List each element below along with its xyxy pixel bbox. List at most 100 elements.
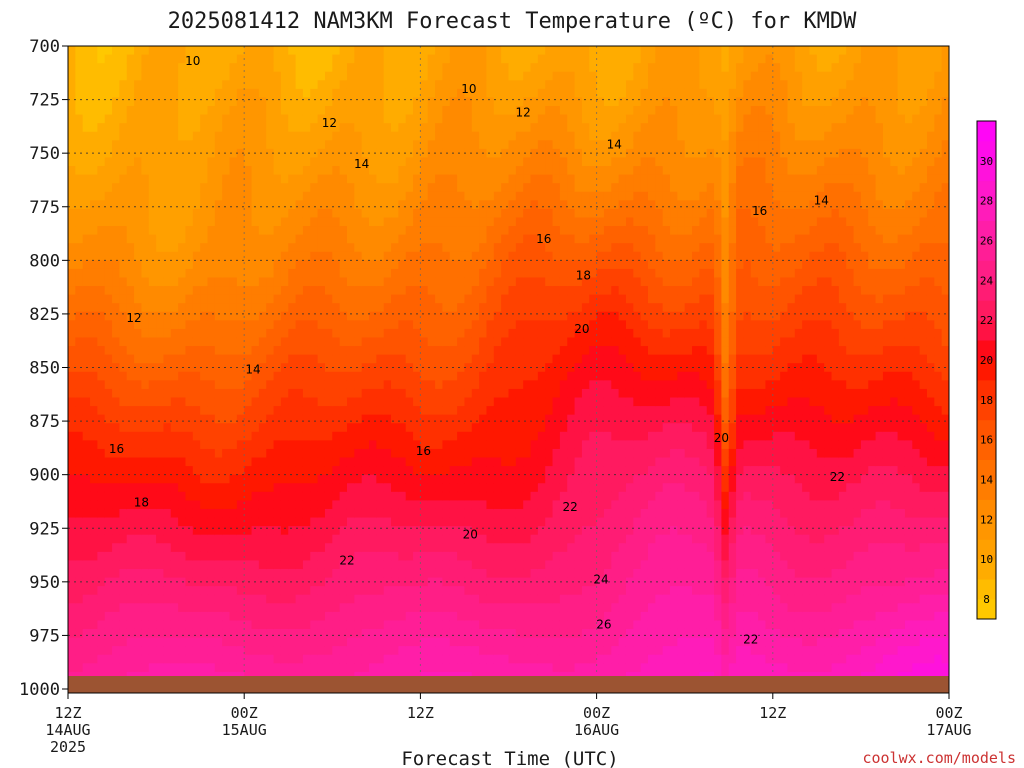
temperature-cell: [427, 620, 436, 630]
temperature-cell: [479, 628, 488, 639]
temperature-cell: [90, 646, 98, 656]
temperature-cell: [141, 217, 150, 227]
temperature-cell: [486, 363, 495, 373]
temperature-cell: [346, 337, 355, 347]
temperature-cell: [369, 577, 377, 587]
temperature-cell: [244, 123, 253, 133]
temperature-cell: [435, 508, 444, 519]
temperature-cell: [442, 226, 451, 236]
temperature-cell: [324, 140, 333, 150]
temperature-cell: [537, 491, 546, 501]
temperature-cell: [222, 157, 231, 167]
temperature-cell: [398, 363, 407, 373]
temperature-cell: [346, 106, 355, 116]
temperature-cell: [266, 457, 275, 467]
temperature-cell: [104, 251, 113, 261]
temperature-cell: [288, 380, 297, 390]
temperature-cell: [515, 620, 524, 630]
temperature-cell: [339, 243, 348, 253]
temperature-cell: [207, 594, 216, 604]
temperature-cell: [435, 346, 444, 356]
temperature-cell: [112, 63, 120, 73]
temperature-cell: [515, 88, 524, 99]
temperature-cell: [200, 526, 209, 536]
temperature-cell: [251, 63, 260, 73]
temperature-cell: [405, 603, 414, 613]
temperature-cell: [112, 97, 120, 107]
temperature-cell: [479, 217, 488, 227]
temperature-cell: [537, 191, 546, 201]
temperature-cell: [545, 654, 554, 664]
temperature-cell: [266, 603, 275, 613]
temperature-cell: [493, 354, 502, 364]
temperature-cell: [134, 328, 143, 339]
temperature-cell: [324, 328, 333, 339]
temperature-cell: [413, 114, 421, 124]
temperature-cell: [82, 526, 91, 536]
temperature-cell: [251, 157, 260, 167]
temperature-cell: [383, 114, 392, 124]
temperature-cell: [214, 63, 223, 73]
temperature-cell: [134, 466, 143, 476]
temperature-cell: [192, 534, 201, 544]
temperature-cell: [214, 106, 223, 116]
temperature-cell: [501, 637, 510, 647]
temperature-cell: [537, 268, 546, 279]
temperature-cell: [214, 534, 223, 544]
temperature-cell: [471, 277, 480, 287]
temperature-cell: [420, 620, 429, 630]
temperature-cell: [420, 628, 429, 639]
temperature-cell: [310, 46, 319, 56]
temperature-cell: [457, 243, 466, 253]
temperature-cell: [537, 474, 546, 484]
temperature-cell: [324, 603, 333, 613]
temperature-cell: [339, 440, 348, 450]
temperature-cell: [273, 166, 282, 176]
temperature-cell: [493, 157, 502, 167]
temperature-cell: [222, 226, 231, 236]
temperature-cell: [156, 243, 165, 253]
temperature-cell: [339, 594, 348, 604]
temperature-cell: [391, 508, 399, 519]
temperature-cell: [302, 388, 311, 399]
temperature-cell: [207, 483, 216, 493]
temperature-cell: [126, 208, 135, 219]
temperature-cell: [486, 380, 495, 390]
temperature-cell: [332, 491, 341, 501]
temperature-cell: [141, 508, 150, 519]
temperature-cell: [192, 311, 201, 321]
temperature-cell: [369, 397, 377, 407]
temperature-cell: [295, 637, 304, 647]
temperature-cell: [464, 483, 473, 493]
temperature-cell: [449, 654, 458, 664]
temperature-cell: [486, 346, 495, 356]
temperature-cell: [361, 174, 370, 184]
temperature-cell: [192, 200, 201, 210]
temperature-cell: [104, 346, 113, 356]
temperature-cell: [537, 431, 546, 441]
temperature-cell: [391, 243, 399, 253]
temperature-cell: [214, 166, 223, 176]
temperature-cell: [207, 123, 216, 133]
temperature-cell: [449, 568, 458, 579]
temperature-cell: [552, 388, 561, 399]
temperature-cell: [126, 311, 135, 321]
temperature-cell: [68, 534, 76, 544]
temperature-cell: [420, 526, 429, 536]
temperature-cell: [449, 123, 458, 133]
temperature-cell: [280, 54, 289, 64]
temperature-cell: [214, 140, 223, 150]
temperature-cell: [354, 208, 363, 219]
temperature-cell: [82, 226, 91, 236]
temperature-cell: [75, 637, 84, 647]
temperature-cell: [479, 106, 488, 116]
temperature-cell: [244, 166, 253, 176]
temperature-cell: [200, 483, 209, 493]
temperature-cell: [383, 646, 392, 656]
temperature-cell: [273, 586, 282, 596]
temperature-cell: [82, 388, 91, 399]
temperature-cell: [479, 526, 488, 536]
temperature-cell: [442, 131, 451, 141]
temperature-cell: [236, 157, 245, 167]
temperature-cell: [545, 234, 554, 244]
